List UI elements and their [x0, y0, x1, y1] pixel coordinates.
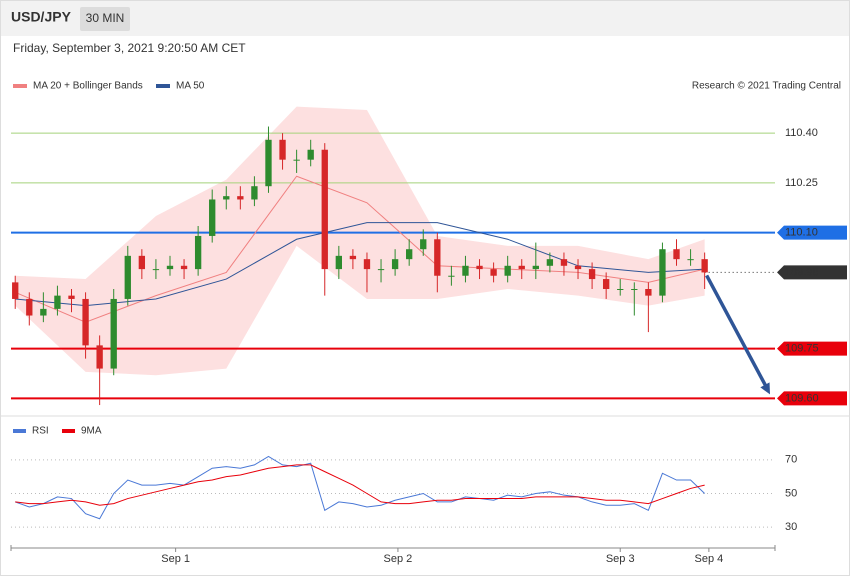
ma-line [15, 222, 705, 307]
level-tag [777, 265, 847, 280]
candle-body [518, 265, 525, 270]
candle-body [110, 298, 117, 369]
candle-body [602, 279, 610, 289]
level-label: 110.25 [785, 177, 818, 189]
candle-body [420, 239, 427, 250]
ma-line [15, 175, 705, 323]
level-label: 109.98 [785, 266, 819, 278]
bollinger-band [15, 106, 705, 376]
candle-body [180, 265, 188, 270]
level-label: 110.10 [785, 227, 818, 239]
candle-body [138, 255, 146, 270]
level-tag [777, 341, 847, 356]
legend-swatch [156, 84, 170, 88]
x-tick-label: Sep 4 [694, 553, 723, 565]
symbol: USD/JPY [11, 9, 72, 25]
candle-body [96, 345, 103, 369]
candle-body [476, 265, 483, 270]
candle-body [26, 298, 33, 316]
candle-body [701, 259, 708, 273]
candle-body [166, 265, 174, 270]
candle-body [546, 259, 554, 266]
projection-arrow [705, 274, 768, 388]
candle-body [462, 265, 469, 276]
candle-body [293, 159, 300, 161]
candle-body [448, 275, 455, 277]
credit: Research © 2021 Trading Central [692, 81, 841, 92]
legend-swatch [13, 429, 26, 433]
candle-body [54, 295, 61, 309]
candle-body [617, 289, 624, 290]
candle-body [40, 308, 47, 316]
candle-body [659, 249, 666, 296]
candle-body [335, 255, 342, 270]
candle-body [349, 255, 357, 260]
candle-body [237, 196, 244, 200]
legend-label: MA 20 + Bollinger Bands [33, 81, 143, 92]
x-tick-label: Sep 2 [384, 553, 413, 565]
timestamp: Friday, September 3, 2021 9:20:50 AM CET [13, 41, 246, 55]
candle-body [406, 249, 413, 260]
candle-body [504, 265, 511, 276]
candle-body [209, 199, 216, 236]
y-tick-label: 30 [785, 521, 797, 533]
candle-body [82, 298, 89, 346]
y-tick-label: 50 [785, 487, 797, 499]
candle-body [68, 295, 75, 299]
interval[interactable]: 30 MIN [86, 11, 125, 25]
candle-body [560, 259, 568, 266]
rsi-line [15, 464, 705, 506]
candle-body [321, 149, 328, 270]
candle-body [307, 149, 314, 160]
candle-body [12, 282, 19, 299]
candle-body [223, 196, 230, 200]
candle-body [279, 139, 286, 160]
x-tick-label: Sep 3 [606, 553, 635, 565]
level-label: 110.40 [785, 127, 818, 139]
candle-body [377, 269, 385, 271]
legend-label: 9MA [81, 426, 102, 437]
y-tick-label: 70 [785, 454, 797, 466]
candle-body [194, 235, 202, 270]
candle-body [265, 139, 272, 187]
legend-label: RSI [32, 426, 49, 437]
candle-body [687, 259, 694, 261]
candle-body [363, 259, 371, 270]
level-tag [777, 391, 847, 406]
candle-body [631, 289, 638, 290]
candle-body [532, 265, 539, 270]
candle-body [588, 269, 596, 280]
header-bar [1, 1, 849, 36]
candle-body [490, 269, 497, 276]
x-tick-label: Sep 1 [161, 553, 190, 565]
level-label: 109.60 [785, 392, 819, 404]
candle-body [434, 239, 441, 276]
candle-body [645, 289, 652, 296]
rsi-line [15, 455, 705, 520]
legend-label: MA 50 [176, 81, 205, 92]
candle-body [391, 259, 399, 270]
candle-body [673, 249, 680, 260]
candle-body [574, 265, 582, 270]
level-label: 109.75 [785, 343, 819, 355]
legend-swatch [13, 84, 27, 88]
interval-box[interactable] [80, 7, 130, 31]
projection-arrowhead [760, 382, 770, 395]
level-tag [777, 225, 847, 240]
candle-body [152, 269, 160, 271]
legend-swatch [62, 429, 75, 433]
candle-body [251, 186, 258, 200]
candle-body [124, 255, 131, 299]
